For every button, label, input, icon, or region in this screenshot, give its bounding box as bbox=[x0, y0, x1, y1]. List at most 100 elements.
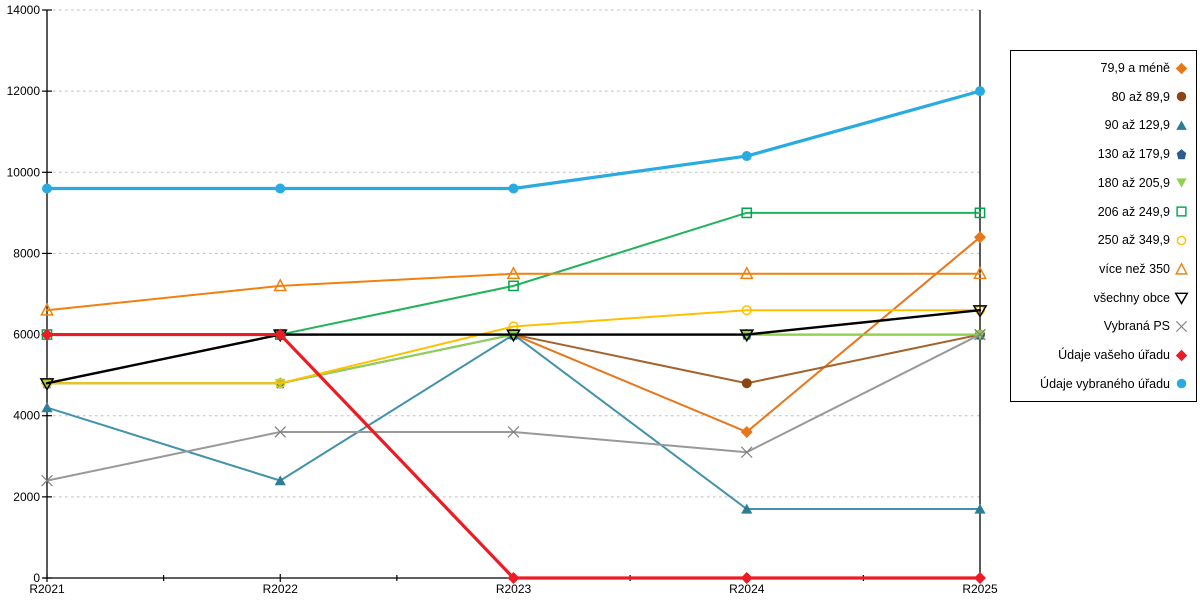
data-point-vsechny-obce-R2021 bbox=[39, 378, 55, 391]
250-az-349-9-legend-marker-icon bbox=[1176, 235, 1187, 246]
y-tick-label: 8000 bbox=[13, 246, 40, 260]
series-markers-vice-nez-350 bbox=[40, 266, 987, 316]
data-point-vybrana-ps-R2024 bbox=[740, 446, 753, 459]
y-tick-label: 0 bbox=[33, 571, 40, 585]
data-point-206-az-249-9-R2024 bbox=[741, 207, 753, 219]
series-line-udaje-vybraneho-uradu bbox=[45, 89, 982, 191]
data-point-vice-nez-350-R2022 bbox=[273, 278, 288, 292]
legend-item-label: 79,9 a méně bbox=[1100, 61, 1171, 75]
x-tick-label: R2022 bbox=[263, 582, 299, 596]
series-line-90-az-129-9 bbox=[46, 333, 981, 511]
legend-item-90-az-129-9[interactable]: 90 až 129,9 bbox=[1011, 117, 1196, 133]
data-point-udaje-vaseho-uradu-R2025 bbox=[974, 572, 986, 584]
79-9-a-mene-legend-marker-icon bbox=[1175, 62, 1188, 74]
data-point-udaje-vaseho-uradu-R2023 bbox=[507, 572, 520, 584]
legend-item-vybrana-ps[interactable]: Vybraná PS bbox=[1011, 318, 1196, 334]
legend-item-label: 130 až 179,9 bbox=[1097, 147, 1170, 162]
legend-item-label: 80 až 89,9 bbox=[1111, 89, 1170, 104]
series-line-vice-nez-350 bbox=[46, 272, 981, 312]
data-point-udaje-vaseho-uradu-R2021 bbox=[41, 328, 53, 341]
y-tick-label: 2000 bbox=[13, 490, 40, 504]
data-point-79-9-a-mene-R2024 bbox=[740, 425, 753, 438]
legend-item-label: 90 až 129,9 bbox=[1104, 118, 1170, 133]
data-point-vybrana-ps-R2025 bbox=[974, 328, 986, 341]
data-point-vice-nez-350-R2025 bbox=[973, 266, 987, 280]
series-markers-250-az-349-9 bbox=[41, 305, 986, 389]
data-point-250-az-349-9-R2024 bbox=[741, 305, 752, 316]
206-az-249-9-legend-marker-icon bbox=[1176, 206, 1187, 217]
series-udaje-vybraneho-uradu bbox=[42, 86, 985, 194]
legend-item-250-az-349-9[interactable]: 250 až 349,9 bbox=[1011, 232, 1196, 248]
series-90-az-129-9 bbox=[41, 329, 986, 514]
legend-item-label: více než 350 bbox=[1099, 262, 1170, 277]
series-line-vybrana-ps bbox=[46, 333, 981, 482]
legend-item-label: všechny obce bbox=[1093, 290, 1170, 305]
vsechny-obce-legend-marker-icon bbox=[1174, 292, 1189, 306]
legend-item-label: Údaje vybraného úřadu bbox=[1040, 376, 1170, 391]
chart-legend: 79,9 a méně 80 až 89,9 90 až 129,9 130 až 1… bbox=[1010, 50, 1197, 402]
legend-item-206-az-249-9[interactable]: 206 až 249,9 bbox=[1011, 204, 1196, 220]
legend-item-vsechny-obce[interactable]: všechny obce bbox=[1011, 290, 1196, 306]
series-markers-vsechny-obce bbox=[39, 305, 988, 391]
vybrana-ps-legend-marker-icon bbox=[1175, 320, 1188, 333]
data-point-250-az-349-9-R2022 bbox=[275, 378, 286, 389]
legend-item-vice-nez-350[interactable]: více než 350 bbox=[1011, 261, 1196, 277]
data-point-vsechny-obce-R2023 bbox=[506, 329, 521, 343]
series-line-250-az-349-9 bbox=[46, 309, 981, 385]
data-point-vybrana-ps-R2021 bbox=[41, 474, 53, 487]
legend-item-79-9-a-mene[interactable]: 79,9 a méně bbox=[1011, 60, 1196, 76]
legend-item-80-az-89-9[interactable]: 80 až 89,9 bbox=[1011, 89, 1196, 105]
x-tick-label: R2025 bbox=[962, 582, 998, 596]
legend-item-180-az-205-9[interactable]: 180 až 205,9 bbox=[1011, 175, 1196, 191]
90-az-129-9-legend-marker-icon bbox=[1176, 120, 1187, 130]
gridlines bbox=[47, 9, 980, 498]
y-tick-label: 4000 bbox=[13, 409, 40, 423]
180-az-205-9-legend-marker-icon bbox=[1176, 178, 1187, 189]
udaje-vaseho-uradu-legend-marker-icon bbox=[1175, 349, 1188, 361]
legend-item-130-az-179-9[interactable]: 130 až 179,9 bbox=[1011, 146, 1196, 162]
data-point-90-az-129-9-R2024 bbox=[741, 503, 753, 514]
data-point-vice-nez-350-R2023 bbox=[506, 266, 521, 280]
y-tick-label: 10000 bbox=[7, 165, 41, 179]
series-vybrana-ps bbox=[41, 328, 986, 487]
legend-item-udaje-vaseho-uradu[interactable]: Údaje vašeho úřadu bbox=[1011, 347, 1196, 363]
data-point-udaje-vybraneho-uradu-R2021 bbox=[42, 183, 52, 194]
axis-labels: 0 2000 4000 6000 8000 10000 12000 14000 R2021 R20… bbox=[7, 3, 998, 596]
data-point-udaje-vaseho-uradu-R2024 bbox=[740, 572, 753, 584]
data-point-udaje-vybraneho-uradu-R2024 bbox=[741, 151, 752, 162]
series-180-az-205-9 bbox=[41, 330, 986, 389]
data-point-vice-nez-350-R2021 bbox=[40, 302, 54, 316]
x-tick-label: R2021 bbox=[29, 582, 65, 596]
data-point-udaje-vybraneho-uradu-R2022 bbox=[275, 183, 286, 194]
data-point-vsechny-obce-R2025 bbox=[972, 305, 988, 318]
series-udaje-vaseho-uradu bbox=[41, 328, 986, 584]
80-az-89-9-legend-marker-icon bbox=[1176, 91, 1187, 102]
series-markers-vybrana-ps bbox=[41, 328, 986, 487]
series-line-vsechny-obce bbox=[45, 309, 982, 385]
y-tick-label: 12000 bbox=[7, 84, 41, 98]
data-point-udaje-vybraneho-uradu-R2025 bbox=[975, 86, 985, 97]
series-markers-udaje-vaseho-uradu bbox=[41, 328, 986, 584]
data-point-90-az-129-9-R2021 bbox=[41, 402, 53, 413]
series-line-udaje-vaseho-uradu bbox=[45, 332, 982, 580]
legend-item-label: Údaje vašeho úřadu bbox=[1058, 348, 1170, 363]
series-markers-90-az-129-9 bbox=[41, 329, 986, 514]
data-point-vybrana-ps-R2022 bbox=[274, 426, 287, 438]
data-point-90-az-129-9-R2022 bbox=[274, 475, 286, 486]
series-markers-180-az-205-9 bbox=[41, 330, 986, 389]
data-point-udaje-vaseho-uradu-R2022 bbox=[274, 328, 287, 341]
series-250-az-349-9 bbox=[41, 305, 986, 389]
vice-nez-350-legend-marker-icon bbox=[1174, 261, 1189, 275]
legend-item-udaje-vybraneho-uradu[interactable]: Údaje vybraného úřadu bbox=[1011, 376, 1196, 392]
series-markers-udaje-vybraneho-uradu bbox=[42, 86, 985, 194]
130-az-179-9-legend-marker-icon bbox=[1176, 148, 1187, 159]
data-point-vsechny-obce-R2024 bbox=[739, 329, 755, 343]
x-tick-label: R2023 bbox=[496, 582, 532, 596]
y-tick-label: 14000 bbox=[7, 3, 41, 17]
x-tick-label: R2024 bbox=[729, 582, 765, 596]
data-point-206-az-249-9-R2023 bbox=[508, 280, 519, 292]
y-tick-label: 6000 bbox=[13, 328, 40, 342]
udaje-vybraneho-uradu-legend-marker-icon bbox=[1176, 379, 1187, 389]
